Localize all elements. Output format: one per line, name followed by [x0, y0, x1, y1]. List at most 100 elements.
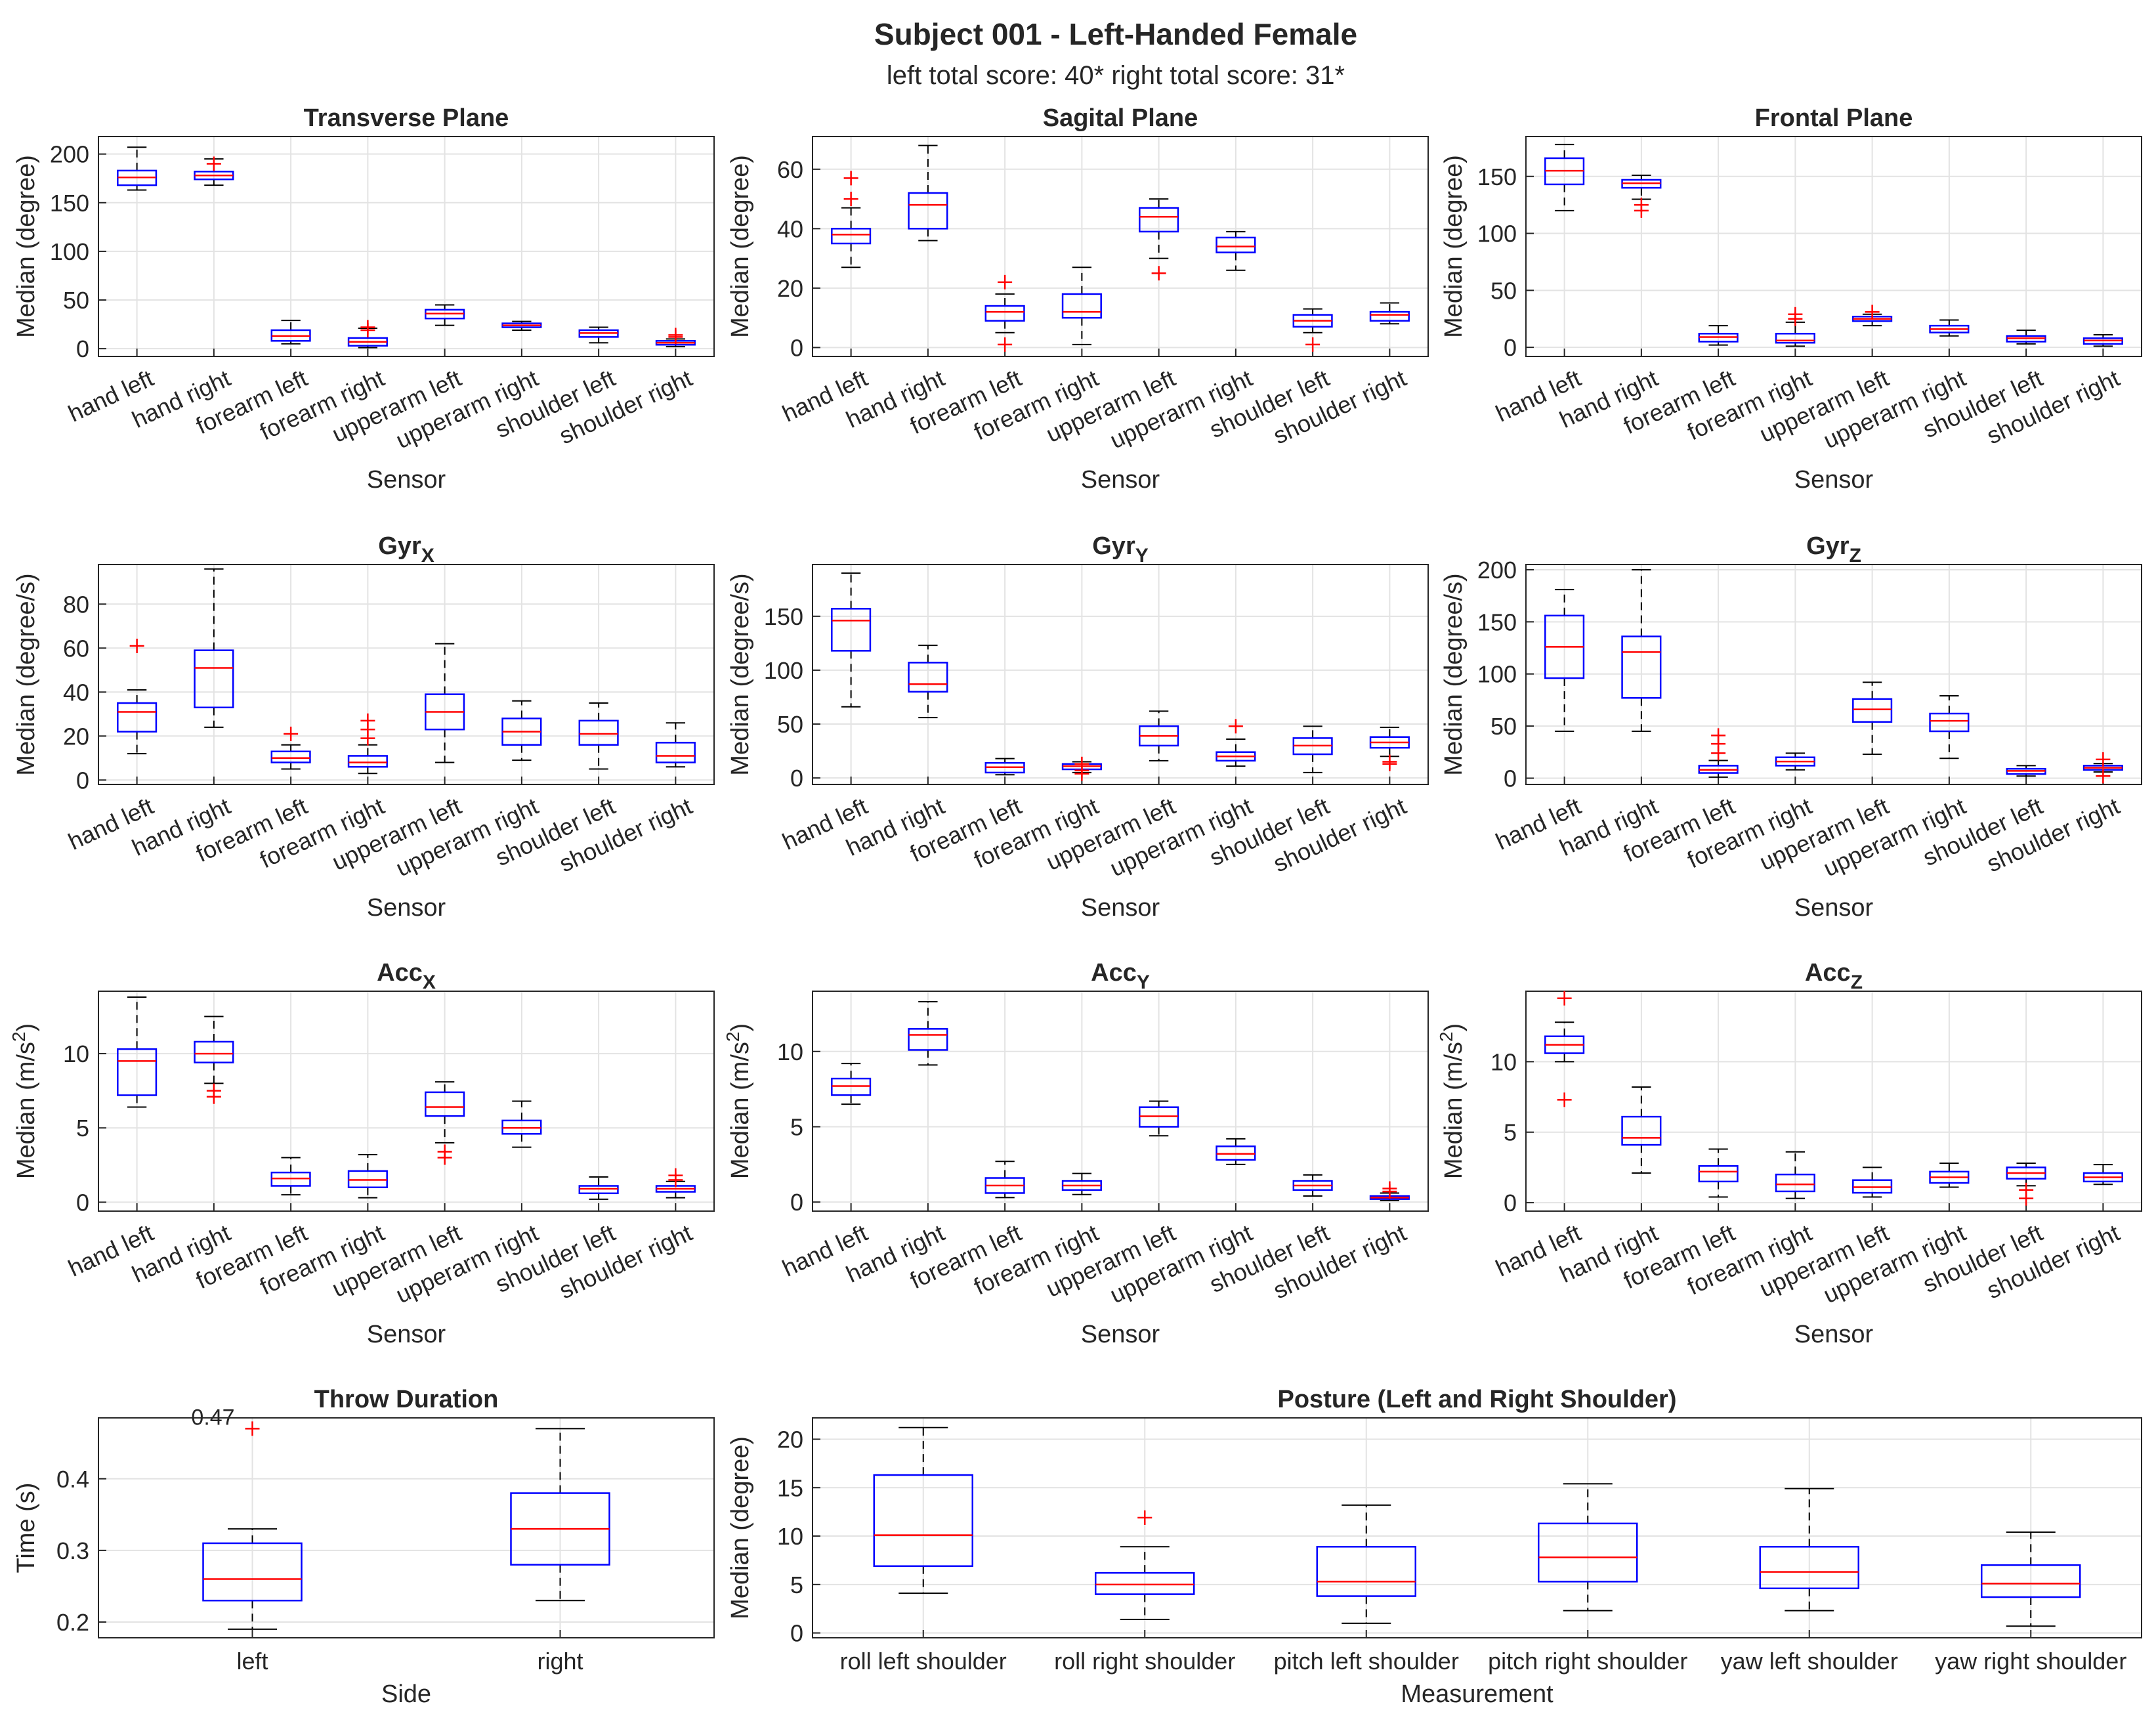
y-axis-label: Median (degree/s) — [727, 573, 754, 775]
box-forearm-right — [1061, 1172, 1102, 1195]
axes-frame — [98, 136, 715, 357]
box-shoulder-left — [578, 326, 619, 344]
box-shoulder-left — [2006, 765, 2046, 777]
box-forearm-right — [1061, 267, 1102, 345]
x-axis-label: Sensor — [367, 466, 446, 494]
iqr-box — [194, 1040, 234, 1063]
box-upperarm-right — [1929, 319, 1970, 337]
box-pitch-right-shoulder — [1538, 1483, 1638, 1612]
box-upperarm-left — [1139, 710, 1179, 761]
y-tick-label: 50 — [1490, 713, 1517, 740]
box-forearm-right — [347, 713, 388, 775]
box-forearm-left — [270, 1157, 311, 1196]
box-right — [510, 1428, 610, 1602]
box-hand-left — [1544, 991, 1585, 1107]
box-upperarm-right — [501, 700, 542, 761]
y-axis-label-tail: ) — [12, 1023, 40, 1032]
axes-frame — [812, 1417, 2142, 1638]
y-tick-label: 0.2 — [56, 1609, 89, 1636]
panel-title-subscript: Z — [1850, 545, 1861, 566]
box-hand-left — [831, 572, 872, 708]
y-tick-label: 0.4 — [56, 1466, 89, 1493]
box-upperarm-right — [1215, 1138, 1256, 1165]
outlier-marker — [206, 1089, 221, 1104]
x-axis-label: Sensor — [1081, 1321, 1160, 1348]
box-shoulder-left — [2006, 330, 2046, 345]
box-hand-right — [908, 645, 948, 719]
iqr-box — [908, 1028, 948, 1051]
box-upperarm-left — [1852, 1166, 1893, 1198]
iqr-box — [1621, 635, 1662, 699]
y-axis-label-superscript: 2 — [723, 1032, 743, 1042]
y-axis-label-head: Median (m/s — [12, 1042, 40, 1179]
box-forearm-left — [1698, 325, 1739, 346]
axes-frame — [1525, 136, 2142, 357]
outlier-marker — [668, 328, 683, 343]
panel-title-base: Acc — [377, 959, 423, 987]
y-axis-label: Median (degree) — [727, 155, 754, 338]
outlier-marker — [1557, 1092, 1572, 1107]
y-tick-label: 20 — [63, 723, 89, 750]
outlier-marker — [2096, 752, 2111, 767]
box-hand-left — [831, 171, 872, 268]
iqr-box — [1095, 1571, 1195, 1595]
panel-title-base: Gyr — [1092, 532, 1135, 560]
x-tick-label: yaw left shoulder — [1721, 1648, 1898, 1675]
axes-frame — [812, 564, 1429, 785]
y-tick-label: 0 — [76, 335, 89, 362]
y-tick-label: 15 — [777, 1474, 803, 1501]
box-hand-right — [1621, 568, 1662, 733]
panel-title: GyrZ — [1806, 532, 1861, 566]
panel-title: Transverse Plane — [304, 104, 509, 132]
iqr-box — [1139, 207, 1179, 233]
y-axis-label: Median (degree/s) — [12, 573, 40, 775]
box-pitch-left-shoulder — [1316, 1504, 1416, 1624]
box-shoulder-left — [578, 1176, 619, 1200]
box-yaw-left-shoulder — [1759, 1487, 1859, 1612]
axes-frame — [812, 136, 1429, 357]
panel-title: AccY — [1091, 959, 1150, 993]
y-tick-label: 5 — [1504, 1119, 1517, 1146]
outlier-marker — [843, 171, 858, 186]
x-axis-label: Sensor — [1794, 466, 1874, 494]
iqr-box — [1621, 1115, 1662, 1146]
box-forearm-left — [270, 726, 311, 770]
y-tick-label: 10 — [777, 1038, 803, 1065]
x-tick-label: left — [236, 1648, 268, 1675]
outlier-marker — [668, 1168, 683, 1183]
iqr-box — [984, 305, 1025, 322]
y-tick-label: 0 — [76, 767, 89, 794]
y-tick-label: 200 — [1477, 557, 1517, 584]
y-tick-label: 50 — [63, 287, 89, 314]
y-axis-label: Median (m/s2) — [9, 1023, 40, 1179]
box-shoulder-left — [1292, 1174, 1333, 1197]
y-tick-label: 0 — [790, 1189, 803, 1216]
iqr-box — [117, 1048, 158, 1096]
box-shoulder-right — [2082, 334, 2123, 347]
y-tick-label: 0 — [76, 1189, 89, 1216]
iqr-box — [831, 228, 872, 245]
box-upperarm-left — [425, 1081, 465, 1165]
annotation-label: 0.47 — [191, 1405, 234, 1430]
box-upperarm-right — [1929, 1162, 1970, 1188]
y-axis-label: Median (degree) — [1440, 155, 1468, 338]
panel-9: 0.2 0.3 0.4 left right Throw Duration Side Time… — [12, 1386, 715, 1708]
box-forearm-right — [1775, 1151, 1815, 1199]
box-forearm-right — [347, 1153, 388, 1199]
box-upperarm-left — [425, 643, 465, 763]
iqr-box — [1538, 1522, 1638, 1583]
iqr-box — [1316, 1546, 1416, 1597]
panel-title-base: Gyr — [378, 532, 421, 560]
x-axis-label: Measurement — [1401, 1680, 1554, 1708]
box-hand-left — [831, 1063, 872, 1105]
box-forearm-right — [1061, 756, 1102, 781]
iqr-box — [1698, 1165, 1739, 1183]
y-tick-label: 5 — [76, 1115, 89, 1142]
panel-title-subscript: X — [421, 545, 434, 566]
outlier-marker — [2019, 1191, 2034, 1206]
y-axis-label: Median (m/s2) — [723, 1023, 754, 1179]
outlier-marker — [998, 337, 1013, 352]
box-shoulder-right — [1369, 726, 1410, 771]
y-axis-label-tail: ) — [727, 1023, 754, 1032]
figure-subtitle: left total score: 40* right total score:… — [887, 61, 1345, 90]
